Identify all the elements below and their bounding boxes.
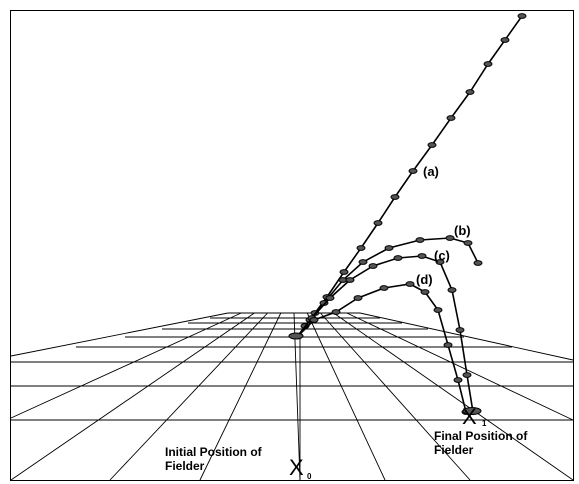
grid-radial-line bbox=[359, 312, 574, 361]
trajectory-c-point bbox=[325, 295, 335, 301]
trajectory-d-point bbox=[433, 307, 443, 313]
final-position-marker bbox=[462, 407, 482, 415]
trajectory-c-point bbox=[417, 253, 427, 259]
trajectory-a-point bbox=[390, 194, 400, 200]
trajectory-b-point bbox=[463, 240, 473, 246]
trajectory-c-line bbox=[297, 255, 474, 413]
trajectory-b-point bbox=[384, 245, 394, 251]
trajectory-a-point bbox=[517, 13, 527, 19]
grid-radial-line bbox=[10, 312, 242, 419]
grid-radial-line bbox=[346, 312, 574, 421]
initial-position-subscript: 0 bbox=[307, 472, 312, 481]
trajectory-a-point bbox=[356, 245, 366, 251]
trajectory-d-point bbox=[331, 309, 341, 315]
diagram-frame bbox=[10, 10, 574, 481]
label-trajectory-d: (d) bbox=[416, 272, 433, 287]
trajectory-c-point bbox=[455, 327, 465, 333]
trajectory-a-point bbox=[339, 269, 349, 275]
trajectory-b-point bbox=[473, 260, 483, 266]
initial-position-x-mark: X bbox=[289, 455, 304, 480]
initial-position-label-line1: Initial Position of bbox=[165, 445, 263, 459]
trajectory-a-point bbox=[427, 142, 437, 148]
trajectory-c-point bbox=[368, 263, 378, 269]
grid-radial-line bbox=[109, 312, 268, 481]
trajectory-c-point bbox=[447, 287, 457, 293]
final-position-subscript: 1 bbox=[482, 419, 487, 428]
grid-radial-line bbox=[320, 312, 471, 481]
trajectory-c-point bbox=[462, 372, 472, 378]
trajectory-d-point bbox=[379, 285, 389, 291]
trajectory-d-point bbox=[420, 289, 430, 295]
trajectory-c-point bbox=[435, 259, 445, 265]
trajectory-d-point bbox=[443, 342, 453, 348]
trajectory-d-point bbox=[405, 281, 415, 287]
label-trajectory-c: (c) bbox=[434, 248, 450, 263]
trajectory-a-point bbox=[373, 220, 383, 226]
trajectory-a-point bbox=[483, 61, 493, 67]
trajectory-c-point bbox=[393, 255, 403, 261]
initial-position-label-line2: Fielder bbox=[165, 459, 205, 473]
trajectory-a-point bbox=[500, 37, 510, 43]
grid-radial-line bbox=[333, 312, 574, 481]
grid-radial-line bbox=[293, 312, 301, 481]
label-trajectory-b: (b) bbox=[454, 223, 471, 238]
trajectory-d-point bbox=[309, 317, 319, 323]
grid-radial-line bbox=[10, 312, 229, 357]
trajectory-a-point bbox=[465, 89, 475, 95]
final-position-label-line1: Final Position of bbox=[434, 429, 528, 443]
trajectory-b-point bbox=[358, 259, 368, 265]
trajectory-a-point bbox=[446, 115, 456, 121]
label-trajectory-a: (a) bbox=[423, 164, 439, 179]
trajectory-d-point bbox=[453, 377, 463, 383]
final-position-x-mark: X bbox=[462, 404, 477, 429]
grid-radial-line bbox=[10, 312, 255, 481]
grid-radial-line bbox=[199, 312, 282, 481]
grid-radial-line bbox=[306, 312, 386, 481]
ground-grid bbox=[10, 312, 574, 481]
launch-point bbox=[288, 332, 304, 340]
trajectory-a-point bbox=[408, 168, 418, 174]
trajectory-b-point bbox=[415, 237, 425, 243]
trajectory-b-point bbox=[445, 235, 455, 241]
final-position-label-line2: Fielder bbox=[434, 443, 474, 457]
trajectory-c-point bbox=[345, 277, 355, 283]
trajectory-d-point bbox=[353, 295, 363, 301]
trajectories bbox=[297, 13, 527, 415]
